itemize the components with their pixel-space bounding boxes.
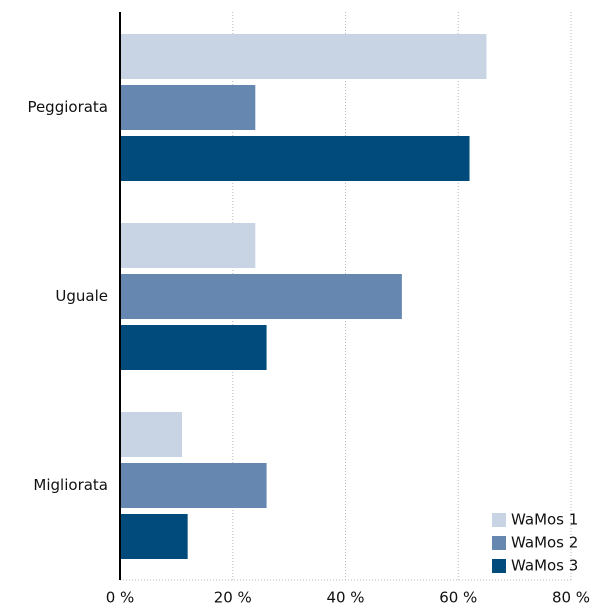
bar [120,274,402,319]
x-tick-label: 0 % [106,589,135,607]
y-tick-label: Migliorata [33,476,108,494]
x-tick-label: 20 % [214,589,252,607]
legend-swatch [492,559,506,573]
x-tick-label: 40 % [326,589,364,607]
legend-label: WaMos 1 [511,511,578,529]
y-tick-label: Uguale [55,287,108,305]
bar [120,136,470,181]
legend-label: WaMos 3 [511,557,578,575]
bar [120,34,487,79]
bar [120,514,188,559]
bar [120,412,183,457]
bar [120,463,267,508]
bar [120,85,256,130]
x-tick-label: 80 % [552,589,590,607]
bar [120,223,256,268]
legend-label: WaMos 2 [511,534,578,552]
bar [120,325,267,370]
y-tick-label: Peggiorata [27,98,108,116]
x-tick-label: 60 % [439,589,477,607]
legend-swatch [492,536,506,550]
legend-swatch [492,513,506,527]
